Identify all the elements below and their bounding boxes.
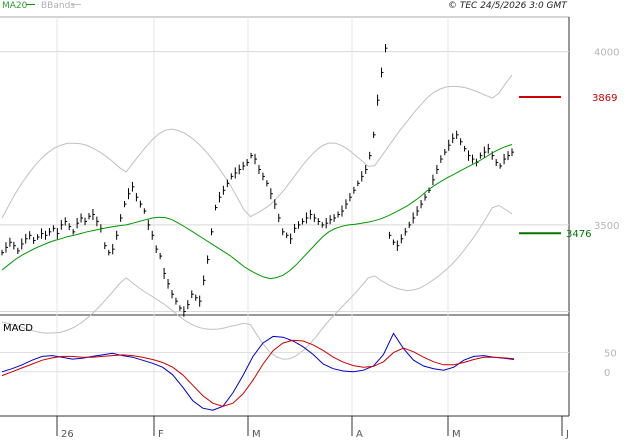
macd-y-tick-label: 0	[604, 368, 610, 379]
x-tick-label-0: 26	[61, 429, 74, 440]
x-tick-label-2: M	[252, 429, 261, 440]
macd-y-ticks: 50 0	[604, 349, 617, 379]
x-tick-label-1: F	[158, 429, 164, 440]
price-grid	[0, 17, 569, 416]
price-y-tick-label: 4000	[594, 48, 619, 59]
ma20-line	[1, 144, 513, 280]
x-tick-label-3: A	[356, 429, 363, 440]
macd-grid	[0, 352, 569, 373]
bb-legend: BBands	[41, 1, 75, 11]
bband-lower	[1, 204, 513, 360]
price-y-tick-label: 3500	[594, 221, 619, 232]
price-panel: 3869 3476 4000 3500	[0, 16, 619, 416]
macd-title: MACD	[3, 323, 33, 334]
macd-y-tick-label: 50	[604, 349, 617, 360]
price-bars	[1, 44, 514, 317]
macd-lines	[1, 332, 515, 411]
signal-line	[1, 339, 515, 407]
x-tick-label-5: J	[565, 429, 569, 440]
price-y-ticks: 4000 3500	[594, 48, 619, 232]
support-label: 3476	[566, 229, 591, 240]
macd-panel: MACD 50 0	[0, 315, 617, 416]
bb-legend-swatch	[72, 4, 81, 5]
bollinger-bands	[1, 74, 513, 360]
level-lines: 3869 3476	[519, 93, 617, 240]
x-axis-ticks: 26 F M A M J	[56, 416, 569, 440]
resistance-label: 3869	[592, 93, 617, 104]
ma-legend-swatch	[26, 4, 35, 5]
ma-legend: MA20	[2, 1, 28, 11]
bband-upper	[1, 74, 513, 219]
timestamp-stamp: © TEC 24/5/2026 3:0 GMT	[448, 1, 568, 11]
ma20-path	[1, 144, 513, 280]
x-tick-label-4: M	[452, 429, 461, 440]
